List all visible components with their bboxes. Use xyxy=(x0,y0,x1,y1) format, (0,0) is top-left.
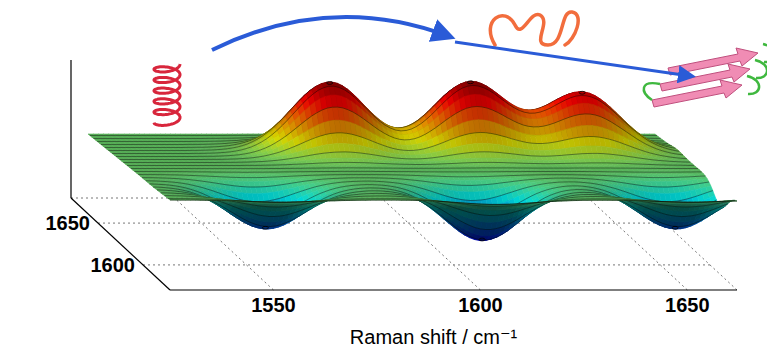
chart: 15501600165016001650Raman shift / cm⁻¹ xyxy=(0,0,767,356)
surface xyxy=(88,81,737,240)
